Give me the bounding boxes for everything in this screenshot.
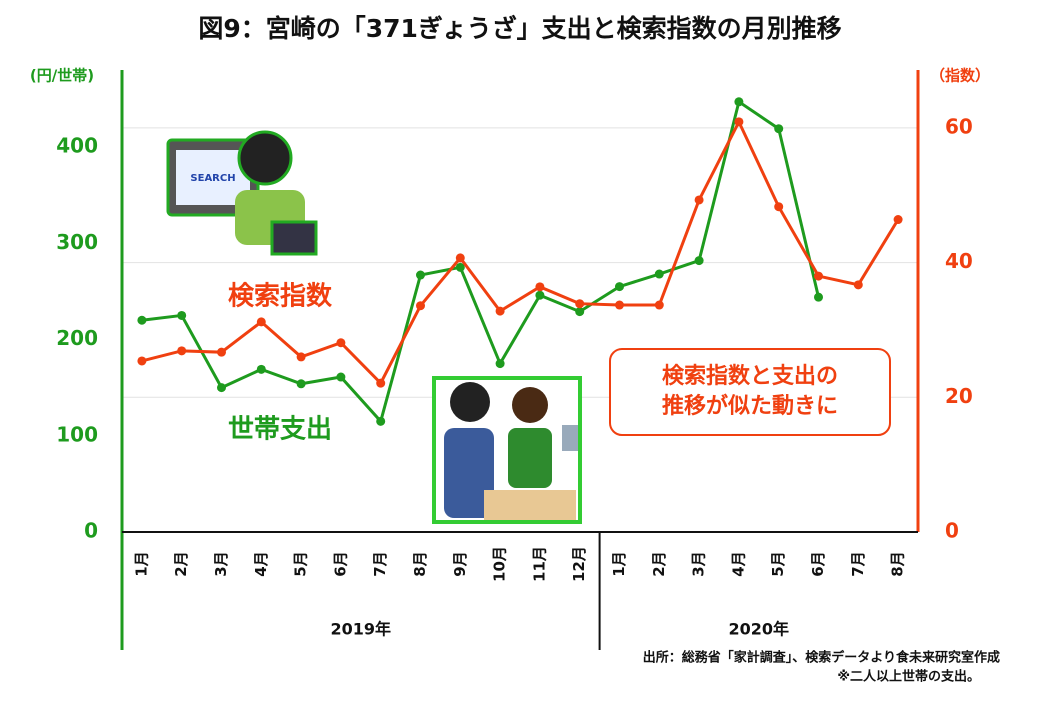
x-tick-label: 8月 xyxy=(889,551,907,576)
data-point xyxy=(734,97,744,107)
x-tick-label: 8月 xyxy=(411,551,429,576)
y2-tick-label: 60 xyxy=(945,114,973,138)
x-tick-label: 1月 xyxy=(132,551,150,576)
data-point xyxy=(455,253,465,263)
data-point xyxy=(654,269,664,279)
x-tick-label: 6月 xyxy=(331,551,349,576)
x-tick-label: 11月 xyxy=(530,546,548,582)
x-tick-label: 5月 xyxy=(769,551,787,576)
y-tick-label: 200 xyxy=(56,326,98,350)
data-point xyxy=(774,124,784,134)
data-point xyxy=(814,271,823,281)
annotation-text: 推移が似た動きに xyxy=(662,393,838,419)
data-point xyxy=(575,299,585,309)
data-point xyxy=(734,117,744,127)
data-point xyxy=(336,372,346,382)
data-point xyxy=(535,290,545,300)
y2-axis-label: （指数） xyxy=(930,67,990,85)
data-point xyxy=(615,282,624,292)
data-point xyxy=(256,317,266,327)
data-point xyxy=(376,378,386,388)
illustration-shop xyxy=(432,376,582,524)
data-point xyxy=(177,310,187,320)
x-tick-label: 2月 xyxy=(172,551,190,576)
x-tick-label: 2月 xyxy=(650,551,668,576)
data-point xyxy=(376,416,386,426)
data-point xyxy=(137,315,147,325)
x-tick-label: 3月 xyxy=(212,551,230,576)
data-point xyxy=(535,282,545,292)
x-tick-label: 7月 xyxy=(371,551,389,576)
data-point xyxy=(774,202,784,212)
y-tick-label: 100 xyxy=(56,422,98,446)
y-tick-label: 300 xyxy=(56,230,98,254)
x-tick-label: 4月 xyxy=(729,551,747,576)
x-tick-label: 12月 xyxy=(570,546,588,582)
data-point xyxy=(416,270,425,280)
y2-tick-label: 40 xyxy=(945,249,973,273)
data-point xyxy=(256,364,266,374)
data-point xyxy=(455,262,465,272)
y-axis-label: (円/世帯) xyxy=(30,67,94,85)
x-tick-label: 1月 xyxy=(610,551,628,576)
data-point xyxy=(575,307,585,317)
data-point xyxy=(853,280,863,290)
x-tick-label: 9月 xyxy=(451,551,469,576)
data-point xyxy=(495,306,505,316)
x-tick-label: 3月 xyxy=(690,551,708,576)
x-tick-label: 10月 xyxy=(491,546,509,582)
chart-title: 図9：宮崎の「371ぎょうざ」支出と検索指数の月別推移 xyxy=(198,14,841,43)
svg-text:SEARCH: SEARCH xyxy=(190,173,235,184)
data-point xyxy=(615,300,624,310)
illustration-search: SEARCH xyxy=(166,130,318,256)
y-tick-label: 0 xyxy=(84,519,98,543)
series-label: 検索指数 xyxy=(228,282,333,312)
x-tick-label: 7月 xyxy=(849,551,867,576)
y2-tick-label: 0 xyxy=(945,519,959,543)
year-label: 2020年 xyxy=(729,620,790,639)
data-point xyxy=(495,359,505,369)
annotation-text: 検索指数と支出の xyxy=(662,363,838,389)
x-tick-label: 5月 xyxy=(292,551,310,576)
series-line xyxy=(141,118,900,386)
data-point xyxy=(217,383,226,393)
y2-tick-label: 20 xyxy=(945,384,973,408)
source: 出所：総務省「家計調査」、検索データより食未来研究室作成 xyxy=(643,650,1000,666)
data-point xyxy=(336,338,346,348)
year-label: 2019年 xyxy=(331,620,392,639)
series-line xyxy=(141,99,820,425)
data-point xyxy=(814,292,823,302)
x-tick-label: 6月 xyxy=(809,551,827,576)
y-tick-label: 400 xyxy=(56,134,98,158)
data-point xyxy=(137,356,147,366)
data-point xyxy=(694,256,704,266)
annotation-box xyxy=(609,348,891,436)
data-point xyxy=(893,215,903,225)
data-point xyxy=(296,352,306,362)
data-point xyxy=(217,347,226,357)
data-point xyxy=(654,300,664,310)
x-tick-label: 4月 xyxy=(252,551,270,576)
data-point xyxy=(177,346,187,356)
series-label: 世帯支出 xyxy=(228,415,332,445)
note: ※二人以上世帯の支出。 xyxy=(837,669,980,685)
data-point xyxy=(694,195,704,205)
data-point xyxy=(416,301,425,311)
data-point xyxy=(296,379,306,389)
